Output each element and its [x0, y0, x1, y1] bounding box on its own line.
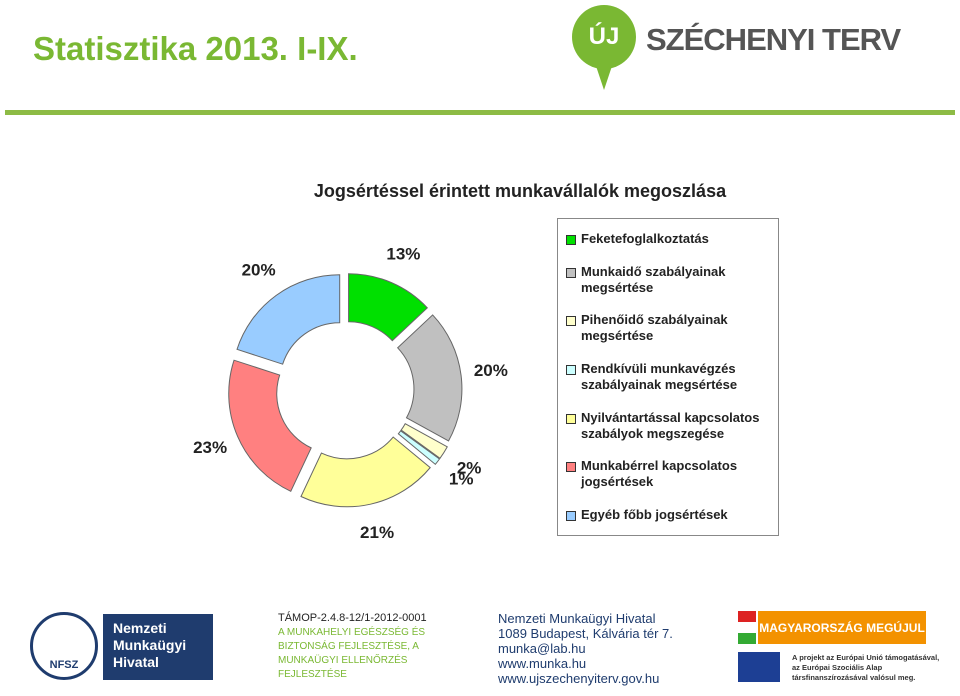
legend-item: Rendkívüli munkavégzés szabályainak megs… — [558, 361, 778, 393]
logo-badge: ÚJ — [572, 5, 636, 69]
contact-line: munka@lab.hu — [498, 641, 586, 656]
legend-swatch — [566, 316, 576, 327]
slice — [397, 430, 441, 466]
slice — [396, 314, 463, 442]
legend-item: Egyéb főbb jogsértések — [558, 507, 778, 523]
legend-swatch — [566, 413, 576, 424]
contact: Nemzeti Munkaügyi Hivatal 1089 Budapest, … — [498, 611, 673, 686]
legend-label: Pihenőidő szabályainak megsértése — [581, 312, 728, 344]
contact-line: www.munka.hu — [498, 656, 587, 671]
project-code: TÁMOP-2.4.8-12/1-2012-0001 — [278, 612, 427, 624]
nfsz-logo: NFSZ — [30, 612, 98, 680]
contact-line: 1089 Budapest, Kálvária tér 7. — [498, 626, 673, 641]
legend-item: Pihenőidő szabályainak megsértése — [558, 312, 778, 344]
legend-swatch — [566, 462, 576, 473]
data-label: 1% — [449, 470, 474, 489]
legend-swatch — [566, 364, 576, 375]
legend-label: Nyilvántartással kapcsolatos szabályok m… — [581, 409, 760, 441]
chart: Jogsértéssel érintett munkavállalók mego… — [193, 181, 727, 542]
legend-swatch — [566, 235, 576, 246]
logo-text: SZÉCHENYI TERV — [646, 22, 901, 57]
logo-pin — [594, 60, 614, 90]
eu-flag — [738, 652, 780, 682]
legend-label: Feketefoglalkoztatás — [581, 231, 709, 247]
slice — [348, 273, 429, 342]
header-rule — [5, 110, 955, 115]
data-label: 2% — [457, 458, 482, 477]
data-label: 20% — [242, 261, 276, 280]
legend-item: Feketefoglalkoztatás — [558, 231, 778, 247]
legend-item: Munkaidő szabályainak megsértése — [558, 264, 778, 296]
legend-label: Egyéb főbb jogsértések — [581, 506, 728, 522]
slice — [400, 423, 448, 460]
data-label: 13% — [386, 245, 420, 264]
contact-line: Nemzeti Munkaügyi Hivatal — [498, 611, 656, 626]
legend-swatch — [566, 267, 576, 278]
slice — [300, 436, 431, 508]
slide-title: Statisztika 2013. I-IX. — [33, 30, 358, 67]
slice — [228, 359, 312, 492]
data-label: 21% — [360, 523, 394, 542]
legend-item: Munkabérrel kapcsolatos jogsértések — [558, 458, 778, 490]
legend-swatch — [566, 510, 576, 521]
agency-logo: Nemzeti Munkaügyi Hivatal — [103, 614, 213, 680]
banner: MAGYARORSZÁG MEGÚJUL — [758, 611, 926, 644]
legend-label: Munkabérrel kapcsolatos jogsértések — [581, 458, 738, 490]
legend-item: Nyilvántartással kapcsolatos szabályok m… — [558, 410, 778, 442]
hungarian-flag — [738, 611, 756, 644]
slice — [236, 274, 341, 365]
contact-line: www.ujszechenyiterv.gov.hu — [498, 671, 660, 686]
eu-note: A projekt az Európai Unió támogatásával,… — [792, 653, 940, 682]
chart-title: Jogsértéssel érintett munkavállalók mego… — [314, 181, 727, 201]
legend: Feketefoglalkoztatás Munkaidő szabályaina… — [557, 218, 779, 536]
data-label: 20% — [474, 361, 508, 380]
legend-label: Rendkívüli munkavégzés szabályainak megs… — [581, 360, 738, 392]
project-name: A MUNKAHELYI EGÉSZSÉG ÉS BIZTONSÁG FEJLE… — [278, 627, 426, 680]
legend-label: Munkaidő szabályainak megsértése — [581, 263, 726, 295]
data-label: 23% — [193, 438, 227, 457]
